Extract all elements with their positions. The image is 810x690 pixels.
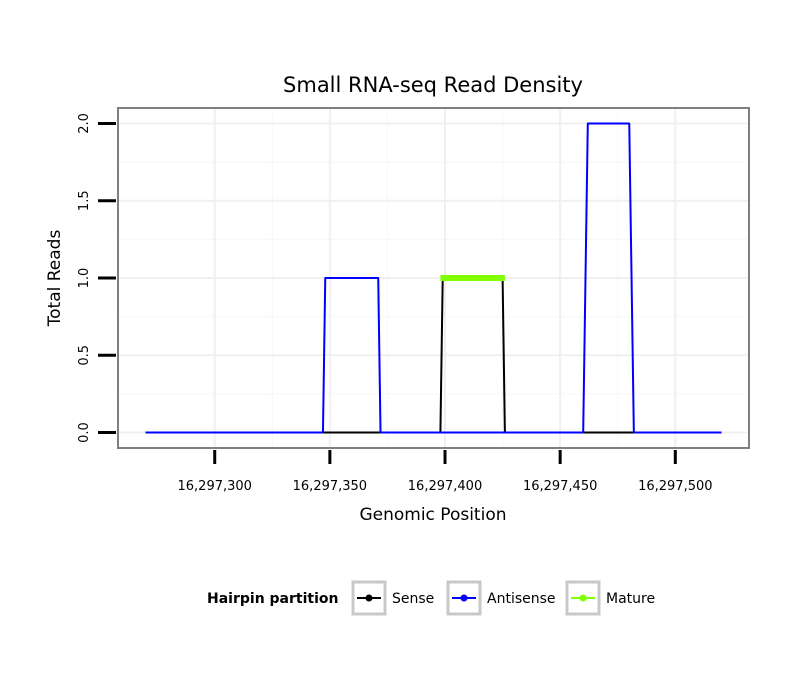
legend-item-sense: Sense xyxy=(351,580,434,616)
plot-series xyxy=(145,122,722,434)
y-tick-label: 0.5 xyxy=(77,345,92,366)
x-tick-label: 16,297,400 xyxy=(408,479,482,494)
y-axis-title: Total Reads xyxy=(45,230,65,328)
x-tick-label: 16,297,350 xyxy=(293,479,367,494)
gridlines xyxy=(118,108,749,448)
legend-key-dot-sense xyxy=(365,594,373,602)
y-tick-label: 2.0 xyxy=(77,113,92,134)
legend-item-mature: Mature xyxy=(565,580,655,616)
x-tick-label: 16,297,500 xyxy=(638,479,712,494)
y-tick-label: 0.0 xyxy=(77,422,92,443)
x-tick-label: 16,297,300 xyxy=(178,479,252,494)
legend-label-mature: Mature xyxy=(606,591,655,607)
legend-label-sense: Sense xyxy=(392,591,434,607)
legend-key-dot-antisense xyxy=(460,594,468,602)
legend-key-dot-mature xyxy=(579,594,587,602)
x-axis-title: Genomic Position xyxy=(359,505,506,525)
legend-title: Hairpin partition xyxy=(207,591,338,607)
x-axis-ticks: 16,297,300 16,297,350 16,297,400 16,297,450… xyxy=(178,450,713,494)
chart-title: Small RNA-seq Read Density xyxy=(283,73,583,97)
y-tick-label: 1.5 xyxy=(77,190,92,211)
legend-item-antisense: Antisense xyxy=(446,580,556,616)
legend: Hairpin partition Sense Antisense Mature xyxy=(207,580,655,616)
x-tick-label: 16,297,450 xyxy=(523,479,597,494)
y-axis-ticks: 0.0 0.5 1.0 1.5 2.0 xyxy=(77,113,116,443)
plot-panel-border xyxy=(117,107,750,449)
legend-label-antisense: Antisense xyxy=(487,591,556,607)
y-tick-label: 1.0 xyxy=(77,268,92,289)
series-line-antisense xyxy=(145,122,722,434)
